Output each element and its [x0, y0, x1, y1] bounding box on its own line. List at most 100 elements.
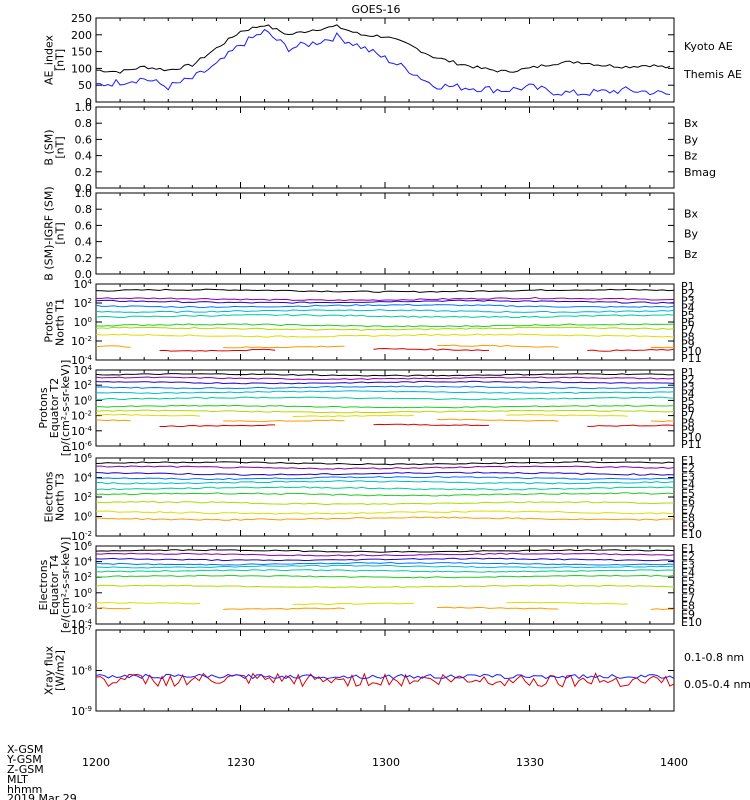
electrons_t3-series-8-0: [95, 510, 675, 515]
protons_t2-ylabel: [p/(cm²-s-sr-keV)]: [59, 360, 72, 457]
protons_t2-legend-P3: P3: [681, 380, 695, 393]
xray-legend-1: 0.05-0.4 nm: [684, 678, 750, 691]
protons_t2-legend-P8: P8: [681, 416, 695, 429]
electrons_t4-ytick-label: 104: [74, 556, 93, 569]
b_igrf-legend-1: By: [684, 228, 699, 241]
xray-series-0: [95, 672, 675, 688]
x-tick-label-1200: 1200: [82, 756, 110, 769]
protons_t2-frame: [95, 369, 675, 447]
protons_t2-series-9-3: [650, 420, 675, 423]
electrons_t3-ylabel: North T3: [54, 473, 67, 521]
protons_t1-legend-P4: P4: [681, 302, 695, 315]
ae-ylabel: AE_index: [43, 34, 56, 85]
b_igrf-frame: [95, 192, 675, 275]
electrons_t4-ytick-label: 102: [74, 571, 92, 584]
electrons_t3-legend-E1: E1: [681, 454, 695, 467]
ae-ytick-label: 50: [78, 79, 92, 92]
electrons_t4-legend-E6: E6: [681, 583, 695, 596]
x-axis: X-GSM Y-GSM Z-GSM MLT hhmm 2019 Mar 29 1…: [6, 743, 688, 800]
electrons_t4-series-3-0: [95, 561, 675, 566]
electrons_t4-legend-E5: E5: [681, 575, 695, 588]
protons_t2-ylabel: Equator T2: [48, 378, 61, 438]
electrons_t3-ytick-label: 100: [74, 511, 92, 524]
x-tick-label-1400: 1400: [660, 756, 688, 769]
electrons_t3-ytick-label: 104: [74, 472, 93, 485]
protons_t2-series-8-2: [506, 414, 628, 417]
protons_t2-legend-P7: P7: [681, 409, 695, 422]
electrons_t4-legend-E1: E1: [681, 542, 695, 555]
electrons_t3-series-3-0: [95, 475, 675, 480]
protons_t1-series-1-0: [95, 297, 675, 302]
protons_t1-series-5-0: [95, 313, 675, 319]
protons_t1-series-9-1: [223, 345, 345, 349]
electrons_t3-series-2-0: [95, 471, 675, 476]
electrons_t4-series-1-0: [95, 552, 675, 557]
ae-ytick-label: 250: [71, 12, 92, 25]
electrons_t3-ytick-label: 102: [74, 491, 92, 504]
electrons_t3-legend-E9: E9: [681, 520, 695, 533]
electrons_t4-legend-E9: E9: [681, 608, 695, 621]
b_sm-ytick-label: 0.6: [75, 133, 93, 146]
protons_t1-series-8-0: [95, 333, 675, 338]
electrons_t4-series-8-2: [506, 601, 628, 605]
electrons_t3-frame: [95, 457, 675, 537]
protons_t1-ytick-label: 104: [74, 278, 93, 291]
ae-ytick-label: 150: [71, 46, 92, 59]
protons_t1-series-10-1: [373, 347, 490, 351]
electrons_t3-series-7-0: [95, 500, 675, 506]
electrons_t3-legend-E4: E4: [681, 479, 695, 492]
protons_t2-legend-P10: P10: [681, 431, 702, 444]
protons_t2-series-8-0: [95, 413, 201, 417]
electrons_t3-legend-E7: E7: [681, 503, 695, 516]
xray-ytick-label: 10-7: [71, 624, 92, 637]
protons_t1-series-4-0: [95, 309, 675, 314]
xray-series-1: [95, 673, 675, 680]
xray-frame: [95, 629, 675, 712]
xrow-label-2: Z-GSM: [7, 763, 44, 776]
xrow-label-3: MLT: [7, 773, 28, 786]
protons_t2-legend-P11: P11: [681, 438, 702, 451]
b_igrf-ytick-label: 1.0: [75, 187, 93, 200]
electrons_t3-series-4-0: [95, 480, 675, 485]
ae-legend-0: Kyoto AE: [684, 40, 733, 53]
protons_t1-series-6-0: [95, 323, 675, 328]
protons_t2-ytick-label: 10-4: [71, 425, 93, 438]
electrons_t4-series-8-1: [292, 602, 414, 606]
protons_t2-ytick-label: 104: [74, 364, 93, 377]
electrons_t3-legend-E10: E10: [681, 528, 702, 541]
b_igrf-ytick-label: 0.4: [75, 236, 93, 249]
b_sm-ytick-label: 1.0: [75, 101, 93, 114]
xrow-label-4: hhmm: [7, 783, 42, 796]
electrons_t4-series-4-0: [95, 564, 675, 569]
b_sm-ytick-label: 0.2: [75, 166, 93, 179]
electrons_t3-series-9-0: [95, 516, 675, 521]
x-tick-label-1300: 1300: [372, 756, 400, 769]
b_igrf-ytick-label: 0.0: [75, 268, 93, 281]
electrons_t4-ylabel: [e/(cm²-s-sr-keV)]: [59, 537, 72, 633]
xray-ytick-label: 10-9: [71, 705, 92, 718]
figure-title: GOES-16: [351, 3, 400, 16]
b_sm-legend-3: Bmag: [684, 166, 716, 179]
ae-ytick-label: 200: [71, 29, 92, 42]
ae-legend-1: Themis AE: [683, 68, 742, 81]
x-tick-label-1230: 1230: [227, 756, 255, 769]
electrons_t3-series-0-0: [95, 461, 675, 466]
xray-ytick-label: 10-8: [71, 665, 92, 678]
electrons_t4-legend-E7: E7: [681, 591, 695, 604]
electrons_t4-series-5-0: [95, 569, 675, 573]
electrons_t3-legend-E6: E6: [681, 495, 695, 508]
protons_t1-legend-P6: P6: [681, 316, 695, 329]
electrons_t4-series-6-0: [95, 574, 675, 579]
ae-series-0: [95, 24, 671, 74]
electrons_t3-legend-E3: E3: [681, 470, 695, 483]
electrons_t3-ylabel: Electrons: [43, 471, 56, 522]
protons_t2-series-8-1: [292, 414, 414, 418]
b_igrf-ylabel: [nT]: [54, 222, 67, 244]
protons_t2-ytick-label: 102: [74, 379, 92, 392]
electrons_t4-ylabel: Electrons: [37, 559, 50, 610]
b_sm-legend-2: Bz: [684, 150, 698, 163]
protons_t2-series-5-0: [95, 396, 675, 401]
b_igrf-ylabel: B (SM)-IGRF (SM): [43, 186, 56, 280]
